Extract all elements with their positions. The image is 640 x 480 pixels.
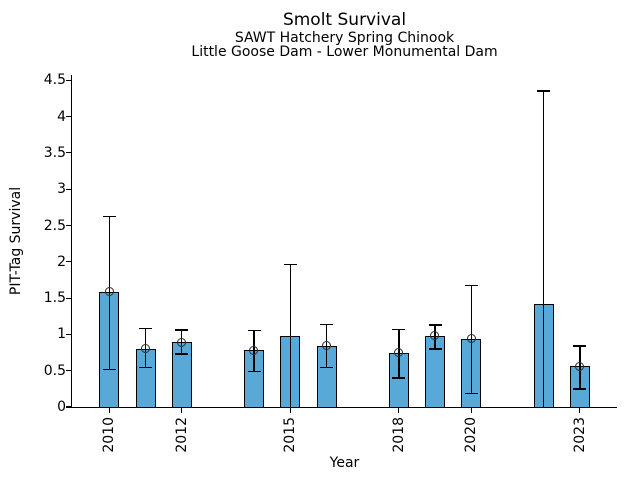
y-tick-label: 4 (57, 108, 66, 125)
y-axis-tick (66, 79, 71, 81)
y-axis-tick (66, 261, 71, 263)
error-cap-upper (392, 328, 406, 330)
error-bar-2022 (543, 91, 545, 407)
y-axis-label: PIT-Tag Survival (8, 186, 24, 296)
error-bar-2015 (289, 264, 291, 407)
error-cap-lower (139, 367, 152, 369)
y-axis-tick (66, 188, 71, 190)
x-tick-label: 2018 (390, 417, 407, 453)
error-cap-upper (102, 216, 116, 218)
x-axis-tick (181, 408, 183, 413)
y-axis-tick (66, 152, 71, 154)
y-tick-label: 1 (57, 326, 66, 343)
error-cap-upper (139, 327, 152, 330)
point-estimate-marker (466, 333, 476, 343)
y-tick-label: 3.5 (43, 144, 66, 161)
x-tick-label: 2020 (463, 417, 480, 453)
y-axis-spine (71, 75, 73, 408)
y-axis-tick (66, 116, 71, 118)
y-axis-tick (66, 370, 71, 372)
x-tick-label: 2010 (101, 417, 118, 453)
y-tick-label: 1.5 (43, 290, 66, 307)
y-axis-tick (66, 224, 71, 227)
point-estimate-marker (321, 341, 331, 351)
y-tick-label: 3 (57, 181, 66, 198)
error-cap-upper (247, 330, 261, 332)
y-tick-label: 2 (57, 253, 66, 270)
chart-title: Smolt Survival (282, 10, 407, 30)
chart-subtitle-line1: SAWT Hatchery Spring Chinook (234, 30, 455, 46)
error-cap-upper (428, 324, 442, 326)
x-axis-tick (470, 408, 472, 413)
error-cap-lower (102, 368, 116, 370)
point-estimate-marker (249, 345, 259, 355)
point-estimate-marker (575, 361, 585, 371)
y-tick-label: 4.5 (43, 72, 66, 89)
x-tick-label: 2012 (173, 417, 190, 453)
x-tick-label: 2015 (282, 417, 299, 453)
x-axis-tick (579, 408, 581, 413)
error-cap-upper (320, 323, 333, 325)
y-axis-tick (66, 406, 71, 408)
error-cap-lower (428, 348, 442, 350)
error-cap-upper (175, 329, 189, 331)
chart-subtitle-line2: Little Goose Dam - Lower Monumental Dam (191, 44, 498, 60)
error-cap-lower (392, 377, 406, 379)
x-axis-tick (108, 408, 110, 413)
y-tick-label: 2.5 (43, 217, 66, 234)
point-estimate-marker (430, 331, 440, 341)
point-estimate-marker (394, 348, 404, 358)
y-tick-label: 0.5 (43, 362, 66, 379)
error-cap-lower (247, 370, 261, 373)
error-cap-lower (320, 367, 333, 369)
error-cap-upper (464, 285, 478, 287)
point-estimate-marker (104, 287, 114, 297)
y-axis-tick (66, 297, 71, 299)
y-tick-label: 0 (57, 399, 66, 415)
error-cap-upper (573, 345, 587, 347)
error-cap-lower (175, 353, 189, 355)
x-tick-label: 2023 (571, 417, 588, 453)
point-estimate-marker (140, 344, 150, 354)
y-axis-tick (66, 333, 71, 335)
x-axis-tick (289, 408, 291, 413)
error-cap-upper (283, 264, 297, 266)
x-axis-tick (398, 408, 400, 413)
point-estimate-marker (176, 337, 186, 347)
error-cap-upper (537, 90, 551, 92)
x-axis-label: Year (329, 455, 360, 471)
x-axis-spine (71, 407, 617, 409)
error-cap-lower (573, 388, 587, 390)
error-cap-lower (464, 392, 478, 394)
